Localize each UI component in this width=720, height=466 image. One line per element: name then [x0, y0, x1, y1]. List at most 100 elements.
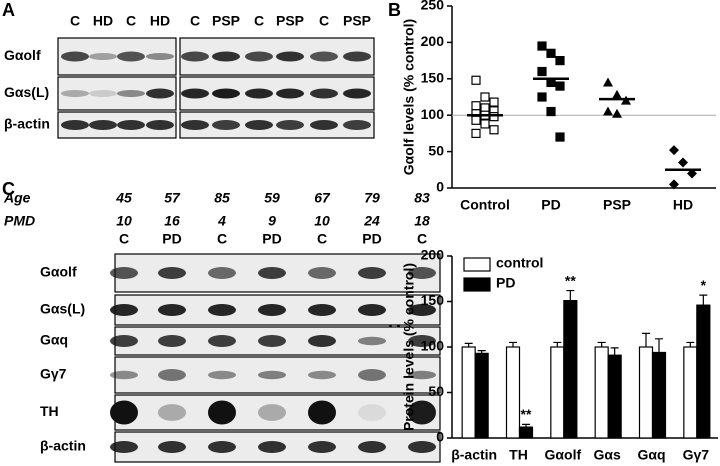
band	[358, 267, 386, 279]
band	[110, 370, 138, 380]
y-tick-label: 150	[421, 70, 445, 86]
significance: **	[565, 272, 576, 288]
band	[358, 404, 386, 421]
error-bar	[509, 341, 517, 347]
error-bar	[686, 341, 695, 347]
pmd-value: 10	[116, 213, 132, 229]
point	[603, 106, 613, 116]
band	[89, 53, 117, 60]
band	[258, 267, 286, 279]
panel-label: C	[2, 179, 15, 199]
point	[480, 119, 490, 129]
row-label: Gγ7	[40, 366, 67, 382]
age-label: Age	[3, 190, 31, 206]
y-tick-label: 100	[421, 106, 445, 122]
band	[276, 88, 304, 99]
band	[146, 88, 174, 99]
row-label: Gαolf	[4, 47, 41, 63]
band	[158, 369, 186, 381]
band	[308, 335, 336, 347]
point	[471, 101, 481, 111]
band	[245, 51, 273, 62]
point	[537, 41, 547, 51]
row-label: Gαolf	[40, 264, 77, 280]
y-axis-label: Gαolf levels (% control)	[401, 19, 417, 175]
point	[669, 179, 679, 190]
band	[110, 304, 138, 316]
x-tick-label: Gαs	[594, 447, 621, 463]
bar	[563, 299, 578, 439]
band	[158, 335, 186, 347]
blot	[114, 394, 441, 431]
error-bar	[464, 342, 473, 347]
band	[146, 53, 174, 60]
bar	[607, 354, 622, 439]
bar	[696, 304, 711, 439]
band	[276, 120, 304, 130]
band	[258, 404, 286, 421]
y-tick-label: 200	[421, 247, 445, 263]
age-value: 83	[414, 190, 430, 206]
band	[208, 304, 236, 316]
age-value: 67	[314, 190, 331, 206]
y-tick-label: 0	[436, 429, 444, 445]
band	[258, 304, 286, 316]
x-tick-label: Gγ7	[683, 447, 710, 463]
band	[117, 51, 145, 62]
panel-label: A	[2, 0, 15, 20]
pmd-value: 4	[217, 213, 226, 229]
bar	[550, 346, 565, 439]
error-bar	[566, 289, 575, 301]
error-bar	[655, 338, 663, 353]
band	[310, 88, 338, 99]
point	[555, 81, 565, 91]
pmd-label: PMD	[4, 213, 35, 229]
significance: *	[701, 277, 707, 293]
band	[181, 51, 209, 62]
band	[343, 120, 371, 130]
lane-label: C	[254, 13, 264, 29]
band	[208, 441, 236, 453]
point	[555, 132, 565, 142]
y-tick-label: 250	[421, 0, 445, 13]
point	[546, 48, 556, 58]
row-label: Gαq	[40, 332, 68, 348]
group-label: PD	[162, 231, 181, 247]
row-label: TH	[40, 403, 59, 419]
age-value: 85	[214, 190, 230, 206]
band	[408, 304, 436, 316]
band	[358, 304, 386, 316]
point	[537, 92, 547, 102]
y-tick-label: 50	[428, 142, 444, 158]
group-label: PD	[262, 231, 281, 247]
point	[612, 108, 622, 118]
x-tick-label: HD	[673, 197, 693, 213]
lane-label: PSP	[212, 13, 240, 29]
band	[110, 441, 138, 453]
x-tick-label: Gαq	[637, 447, 665, 463]
age-value: 79	[364, 190, 380, 206]
band	[208, 400, 236, 425]
band	[258, 370, 286, 380]
pmd-value: 10	[314, 213, 330, 229]
band	[89, 90, 117, 97]
lane-label: HD	[93, 13, 113, 29]
lane-label: C	[319, 13, 329, 29]
x-tick-label: PSP	[603, 197, 631, 213]
legend-swatch	[463, 277, 491, 292]
band	[181, 120, 209, 130]
age-value: 57	[164, 190, 181, 206]
bar	[518, 426, 534, 439]
pmd-value: 18	[414, 213, 430, 229]
y-tick-label: 100	[421, 338, 445, 354]
band	[158, 267, 186, 279]
band	[212, 51, 240, 62]
band	[343, 51, 371, 62]
point	[555, 55, 565, 66]
y-tick-label: 200	[421, 33, 445, 49]
band	[158, 304, 186, 316]
band	[408, 267, 436, 279]
group-label: PD	[362, 231, 381, 247]
band	[146, 120, 174, 130]
